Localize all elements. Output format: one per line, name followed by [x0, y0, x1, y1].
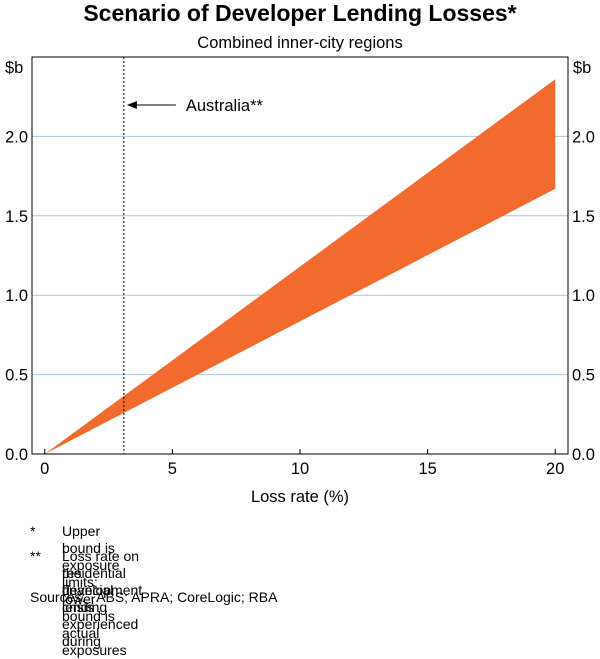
footnote-1-mark: *: [30, 523, 36, 539]
chart-subtitle: Combined inner-city regions: [197, 34, 403, 52]
chart-title: Scenario of Developer Lending Losses*: [83, 0, 517, 26]
y-tick-label-right: 1.5: [572, 208, 595, 226]
y-axis-unit-right: $b: [573, 59, 591, 77]
chart-area: 0.0 0.0 0.5 0.5 1.0 1.0 1.5 1.5 2.0 2.0 0 5 10 15 20 $…: [5, 56, 595, 506]
sources-line: Sources: ABS; APRA; CoreLogic; RBA: [30, 589, 278, 605]
loss-band: [44, 79, 556, 455]
y-tick-label-right: 0.0: [572, 446, 595, 464]
x-tick-label: 10: [291, 460, 309, 478]
x-tick-label: 20: [546, 460, 564, 478]
y-tick-label-left: 0.0: [5, 446, 28, 464]
y-tick-label-left: 2.0: [5, 128, 28, 146]
y-tick-label-right: 1.0: [572, 287, 595, 305]
plot-frame: [31, 56, 569, 455]
tick-labels: 0.0 0.0 0.5 0.5 1.0 1.0 1.5 1.5 2.0 2.0 0 5 10 15 20: [5, 128, 595, 478]
x-tick-label: 5: [168, 460, 177, 478]
y-tick-label-left: 0.5: [5, 367, 28, 385]
x-tick-label: 15: [418, 460, 436, 478]
annotation: Australia**: [123, 57, 264, 454]
y-tick-label-right: 2.0: [572, 128, 595, 146]
x-tick-label: 0: [40, 460, 49, 478]
x-axis-label: Loss rate (%): [251, 488, 349, 506]
loss-band-area: [44, 79, 556, 455]
y-axis-unit-left: $b: [5, 59, 23, 77]
australia-label: Australia**: [186, 97, 264, 115]
y-tick-label-left: 1.5: [5, 208, 28, 226]
y-tick-label-right: 0.5: [572, 367, 595, 385]
y-tick-label-left: 1.0: [5, 287, 28, 305]
axes: [31, 56, 569, 455]
arrow-head-icon: [126, 101, 137, 109]
footnote-2-mark: **: [30, 548, 41, 564]
